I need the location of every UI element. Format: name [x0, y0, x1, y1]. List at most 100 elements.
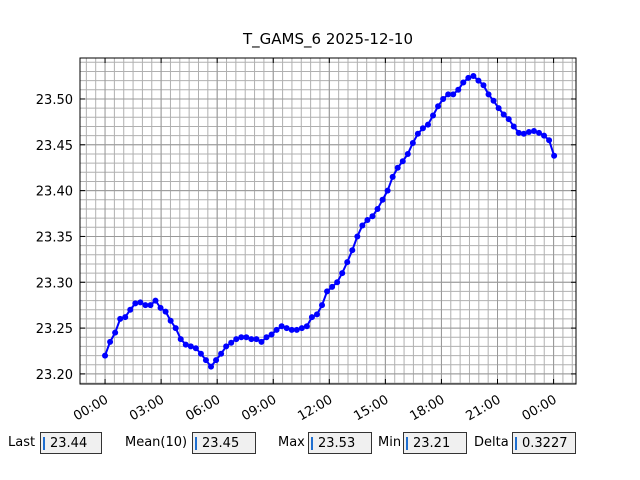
data-point: [127, 306, 134, 313]
data-point: [475, 77, 482, 84]
data-point: [515, 129, 522, 136]
data-point: [187, 343, 194, 350]
data-point: [202, 357, 209, 364]
data-point: [263, 334, 270, 341]
data-point: [132, 300, 139, 307]
data-point: [364, 216, 371, 223]
data-point: [500, 111, 507, 118]
plot-frame: [79, 57, 577, 385]
stat-label: Min: [378, 435, 402, 450]
data-point: [102, 352, 109, 359]
data-point: [460, 79, 467, 86]
data-point: [192, 345, 199, 352]
data-point: [223, 343, 230, 350]
y-tick-label: 23.50: [36, 93, 73, 108]
data-point: [535, 129, 542, 136]
data-point: [424, 121, 431, 128]
data-point: [167, 317, 174, 324]
y-tick-label: 23.35: [36, 230, 73, 245]
data-point: [293, 326, 300, 333]
data-point: [409, 139, 416, 146]
data-point: [308, 314, 315, 321]
x-tick-label: 09:00: [239, 392, 279, 424]
data-point: [541, 132, 548, 139]
data-point: [248, 336, 255, 343]
y-tick-label: 23.25: [36, 322, 73, 337]
data-point: [470, 73, 477, 80]
data-point: [445, 91, 452, 98]
data-point: [349, 247, 356, 254]
stat-label: Mean(10): [125, 435, 188, 450]
data-point: [520, 130, 527, 137]
x-tick-label: 21:00: [464, 392, 504, 424]
data-point: [303, 323, 310, 330]
data-point: [359, 222, 366, 229]
stat-value[interactable]: 0.3227: [512, 432, 576, 454]
x-tick-label: 03:00: [127, 392, 167, 424]
data-point: [273, 326, 280, 333]
data-point: [137, 299, 144, 306]
x-tick-label: 00:00: [520, 392, 560, 424]
data-point: [339, 270, 346, 277]
y-tick-label: 23.20: [36, 368, 73, 383]
data-point: [298, 325, 305, 332]
data-point: [238, 334, 245, 341]
data-point: [208, 363, 215, 370]
stat-value[interactable]: 23.45: [192, 432, 256, 454]
data-point: [319, 302, 326, 309]
data-point: [172, 325, 179, 332]
data-point: [157, 304, 164, 311]
data-point: [374, 205, 381, 212]
data-point: [440, 95, 447, 102]
data-point: [334, 279, 341, 286]
data-point: [495, 105, 502, 112]
y-tick-label: 23.30: [36, 276, 73, 291]
data-point: [288, 326, 295, 333]
data-point: [490, 97, 497, 104]
data-point: [551, 152, 558, 159]
data-point: [480, 82, 487, 89]
data-point: [379, 196, 386, 203]
data-point: [283, 325, 290, 332]
data-point: [384, 187, 391, 194]
data-point: [213, 357, 220, 364]
data-point: [233, 336, 240, 343]
data-point: [147, 302, 154, 309]
data-point: [525, 128, 532, 135]
chart: T_GAMS_6 2025-12-10 23.20 23.25 23.30 23.35…: [36, 30, 577, 424]
stat-label: Last: [8, 435, 36, 450]
data-point: [218, 350, 225, 357]
data-point: [122, 314, 129, 321]
data-point: [354, 233, 361, 240]
data-point: [414, 130, 421, 137]
data-point: [510, 123, 517, 130]
x-tick-label: 12:00: [295, 392, 335, 424]
data-point: [435, 103, 442, 110]
stat-value[interactable]: 23.53: [308, 432, 372, 454]
data-point: [546, 137, 553, 144]
data-point: [253, 336, 260, 343]
data-point: [313, 311, 320, 318]
data-point: [268, 331, 275, 338]
stat-label: Delta: [474, 435, 509, 450]
data-point: [258, 338, 265, 345]
data-point: [329, 283, 336, 290]
stat-label: Max: [278, 435, 305, 450]
stat-value[interactable]: 23.21: [403, 432, 467, 454]
data-point: [450, 91, 457, 98]
x-tick-label: 00:00: [71, 392, 111, 424]
data-point: [505, 116, 512, 123]
data-point: [117, 315, 124, 322]
data-point: [399, 158, 406, 165]
data-point: [228, 339, 235, 346]
stat-value[interactable]: 23.44: [40, 432, 102, 454]
data-point: [107, 338, 114, 345]
data-point: [142, 302, 149, 309]
data-point: [485, 91, 492, 98]
data-point: [389, 173, 396, 180]
data-point: [152, 297, 159, 304]
data-point: [404, 150, 411, 157]
data-point: [278, 323, 285, 330]
data-point: [182, 341, 189, 348]
